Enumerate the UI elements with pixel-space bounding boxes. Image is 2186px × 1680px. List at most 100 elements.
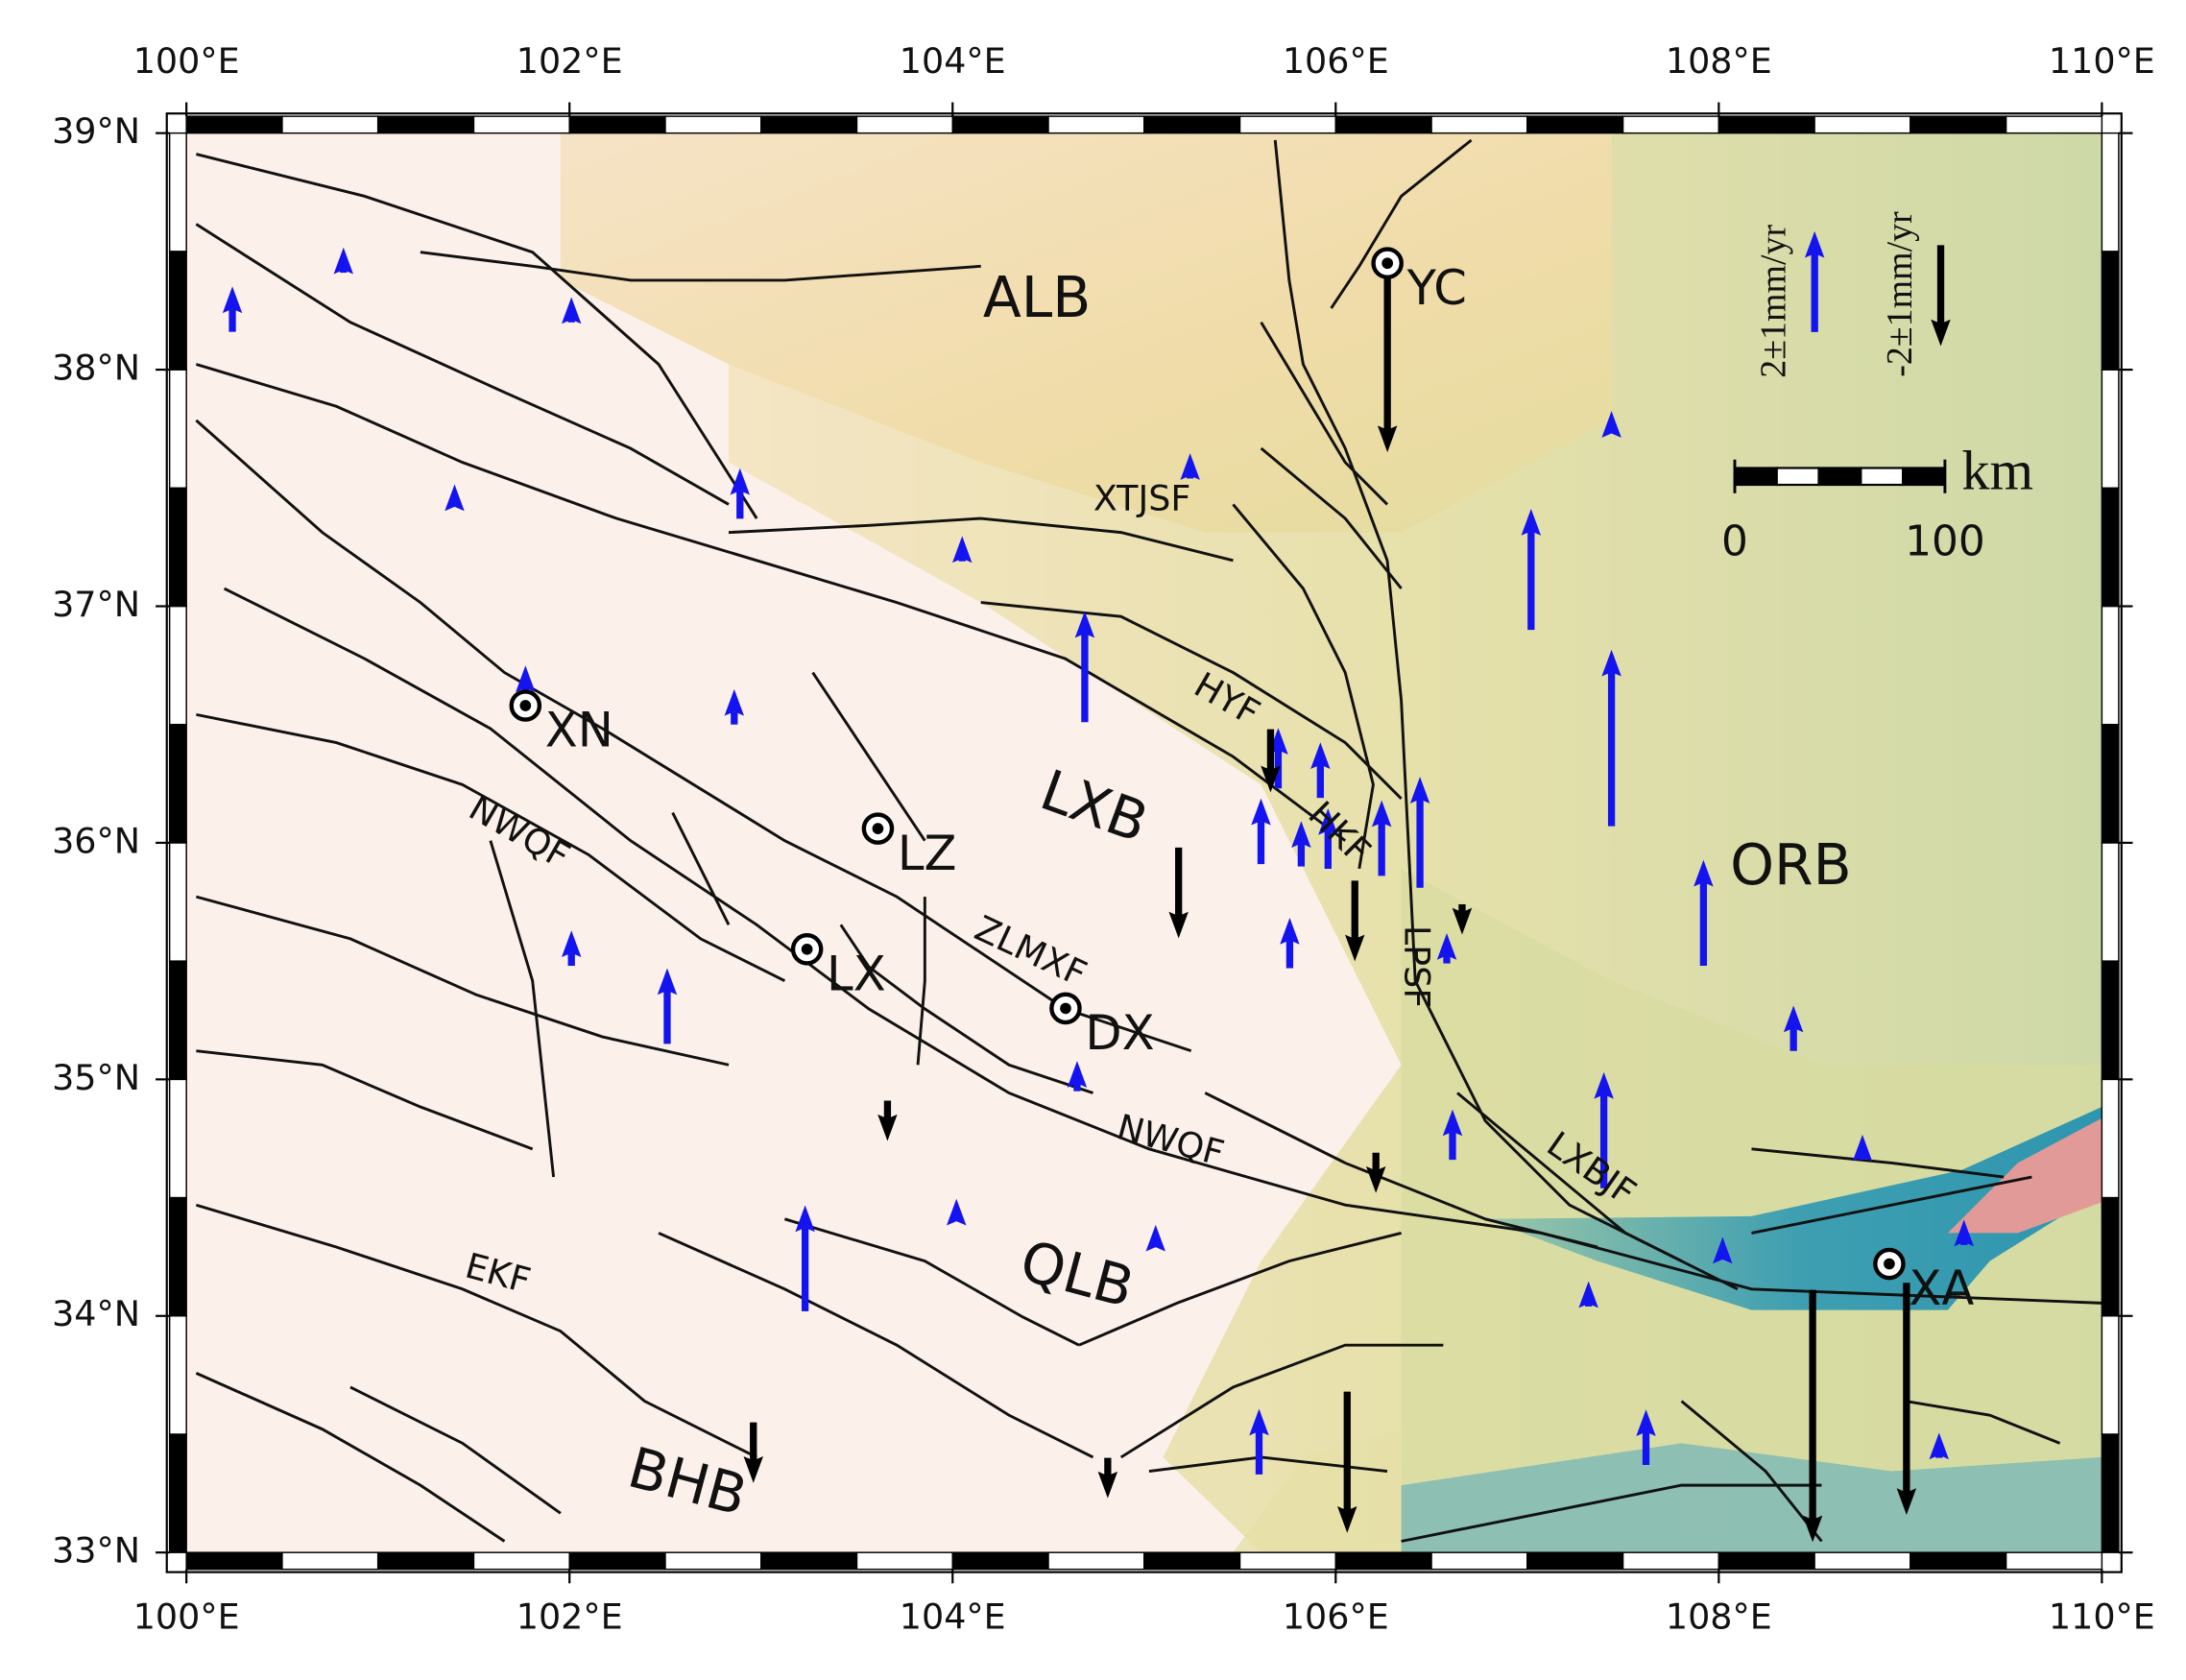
x-tick-label: 100°E bbox=[133, 1596, 240, 1637]
frame-segment bbox=[376, 1551, 475, 1571]
frame-segment bbox=[2005, 1551, 2103, 1571]
velocity-arrow bbox=[222, 286, 243, 332]
x-tick-label: 106°E bbox=[1283, 1596, 1389, 1637]
frame-segment bbox=[472, 1551, 570, 1571]
arrow-head bbox=[1337, 1506, 1357, 1533]
x-tick-label: 104°E bbox=[900, 1596, 1006, 1637]
city-dot bbox=[1381, 257, 1394, 270]
arrow-head bbox=[516, 665, 536, 693]
frame-segment bbox=[472, 115, 570, 134]
frame-segment bbox=[1526, 115, 1624, 134]
frame-segment bbox=[1143, 1551, 1241, 1571]
city: XA bbox=[1873, 1247, 1974, 1316]
frame-segment bbox=[2101, 960, 2120, 1081]
velocity-arrow bbox=[1896, 1283, 1917, 1515]
velocity-arrow bbox=[1345, 880, 1365, 962]
frame-segment bbox=[168, 487, 187, 608]
frame-segment bbox=[2101, 842, 2120, 962]
frame-segment bbox=[2101, 1078, 2120, 1199]
velocity-arrow bbox=[1954, 1219, 1974, 1247]
frame-segment bbox=[2101, 487, 2120, 608]
legend-label: 2±1mm/yr bbox=[1753, 224, 1793, 377]
arrow-head bbox=[1954, 1219, 1974, 1247]
scale-segment bbox=[1817, 467, 1862, 487]
arrow-head bbox=[1345, 934, 1365, 962]
arrow-head bbox=[1931, 319, 1951, 347]
region-label: ALB bbox=[983, 265, 1092, 330]
arrow-head bbox=[1804, 230, 1825, 258]
frame-segment bbox=[1718, 115, 1815, 134]
velocity-arrow bbox=[1168, 847, 1189, 939]
velocity-arrow bbox=[1318, 807, 1338, 870]
frame-segment bbox=[1430, 115, 1528, 134]
y-tick-label: 33°N bbox=[52, 1530, 140, 1572]
arrow-head bbox=[1074, 611, 1095, 638]
x-tick-label: 100°E bbox=[133, 40, 240, 82]
scale-unit: km bbox=[1961, 440, 2033, 502]
arrow-head bbox=[1249, 1408, 1269, 1436]
frame-segment bbox=[664, 115, 762, 134]
frame-segment bbox=[2101, 251, 2120, 371]
arrow-head bbox=[1452, 907, 1473, 935]
frame-segment bbox=[1430, 1551, 1528, 1571]
velocity-arrow bbox=[1365, 1152, 1386, 1193]
frame-segment bbox=[664, 1551, 762, 1571]
velocity-arrow bbox=[1097, 1457, 1118, 1499]
city-label: LX bbox=[827, 946, 886, 1001]
frame-segment bbox=[1910, 1551, 2007, 1571]
frame-segment bbox=[1621, 115, 1720, 134]
city-label: YC bbox=[1406, 260, 1467, 316]
frame-segment bbox=[281, 1551, 379, 1571]
arrow-head bbox=[1442, 1109, 1463, 1137]
frame-segment bbox=[951, 1551, 1049, 1571]
velocity-arrow bbox=[1852, 1134, 1873, 1162]
arrow-head bbox=[1601, 649, 1621, 677]
frame-segment bbox=[2101, 369, 2120, 490]
velocity-arrow bbox=[333, 247, 353, 275]
arrow-head bbox=[795, 1205, 815, 1233]
arrow-head bbox=[1168, 911, 1189, 939]
frame-segment bbox=[2101, 132, 2120, 252]
velocity-arrow bbox=[1436, 933, 1457, 964]
velocity-arrow bbox=[1783, 1005, 1804, 1051]
frame-segment bbox=[855, 115, 953, 134]
x-tick-label: 102°E bbox=[516, 40, 623, 82]
city-dot bbox=[1060, 1002, 1071, 1015]
y-tick-label: 37°N bbox=[52, 584, 140, 625]
frame-segment bbox=[2101, 723, 2120, 844]
frame-segment bbox=[1143, 115, 1241, 134]
velocity-arrow bbox=[1249, 1408, 1269, 1475]
city: YC bbox=[1371, 247, 1467, 316]
arrow-head bbox=[1409, 777, 1430, 804]
frame-segment bbox=[168, 1196, 187, 1317]
frame-segment bbox=[168, 132, 187, 252]
x-tick-label: 108°E bbox=[1666, 1596, 1772, 1637]
velocity-arrow bbox=[444, 484, 465, 512]
x-tick-label: 110°E bbox=[2049, 40, 2155, 82]
scale-label: 0 bbox=[1721, 516, 1748, 565]
cities: YC XN LZ LX DX XA bbox=[509, 247, 1974, 1316]
y-tick-label: 38°N bbox=[52, 348, 140, 389]
arrow-head bbox=[1097, 1471, 1118, 1499]
velocity-arrow bbox=[1594, 1071, 1614, 1188]
velocity-arrow bbox=[1074, 611, 1095, 723]
city-label: XA bbox=[1909, 1260, 1974, 1316]
arrow-head bbox=[724, 688, 745, 716]
frame-segment bbox=[1814, 115, 1911, 134]
velocity-arrow bbox=[1713, 1236, 1733, 1264]
frame-segment bbox=[1814, 1551, 1911, 1571]
arrow-head bbox=[1318, 807, 1338, 835]
velocity-arrow bbox=[1802, 1289, 1823, 1543]
city-label: DX bbox=[1085, 1005, 1154, 1061]
city: LX bbox=[790, 933, 886, 1001]
arrow-head bbox=[333, 247, 353, 275]
y-tick-label: 35°N bbox=[52, 1057, 140, 1098]
velocity-arrow bbox=[1261, 729, 1281, 793]
arrow-head bbox=[1594, 1071, 1614, 1099]
arrow-head bbox=[877, 1114, 898, 1141]
arrow-head bbox=[1521, 509, 1542, 536]
frame-segment bbox=[568, 115, 666, 134]
velocity-arrow bbox=[1931, 245, 1951, 347]
frame-segment bbox=[1334, 1551, 1432, 1571]
